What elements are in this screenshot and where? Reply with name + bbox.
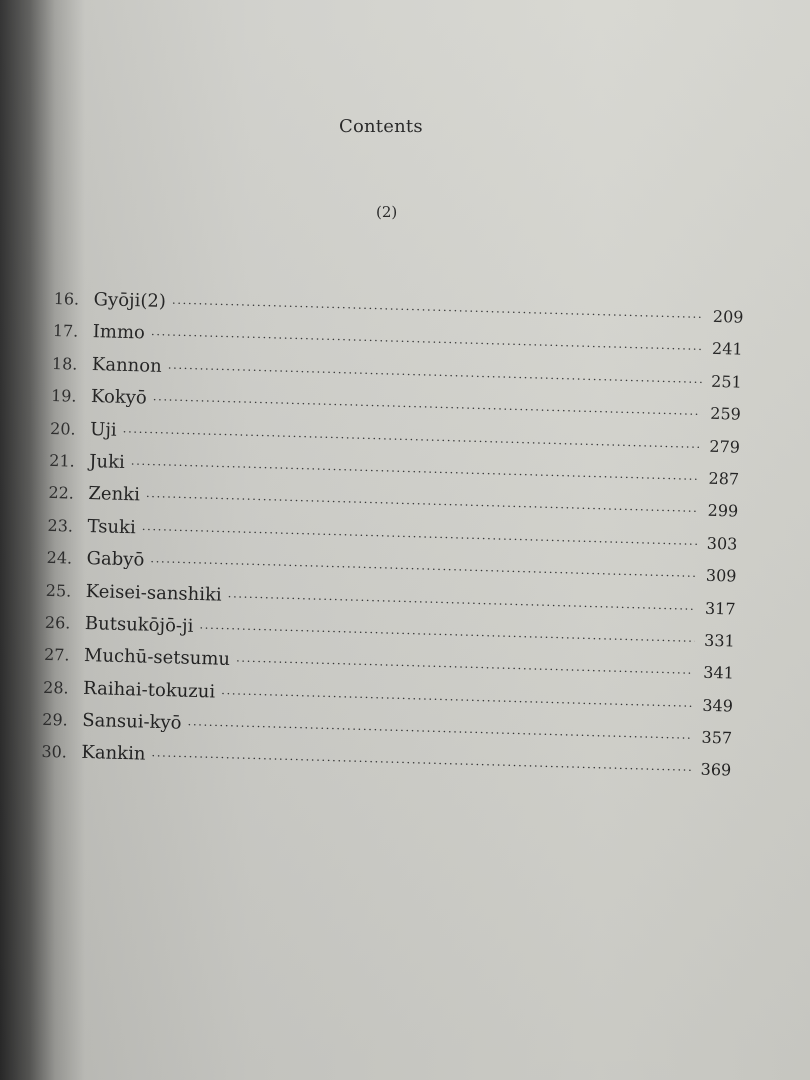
entry-page: 241 [711, 339, 743, 360]
entry-page: 331 [703, 630, 735, 651]
entry-title: Kankin [81, 742, 146, 766]
entry-title: Gabyō [86, 548, 145, 571]
entry-title: Gyōji(2) [93, 289, 167, 313]
entry-title: Zenki [88, 483, 141, 506]
entry-page: 209 [712, 306, 744, 327]
entry-number: 26. [44, 612, 71, 633]
entry-title: Sansui-kyō [82, 710, 182, 734]
entry-page: 317 [704, 598, 736, 619]
entry-page: 299 [707, 501, 739, 521]
entry-page: 279 [709, 436, 741, 457]
entry-number: 22. [48, 483, 75, 503]
entry-number: 17. [52, 321, 79, 342]
entry-page: 349 [702, 695, 734, 716]
entry-number: 18. [51, 353, 78, 374]
entry-number: 20. [49, 418, 76, 439]
entry-page: 341 [703, 663, 735, 683]
entry-title: Tsuki [87, 515, 137, 539]
table-of-contents: 16. Gyōji(2) 209 17. Immo 241 18. Kannon 251 19. K… [41, 288, 744, 792]
entry-number: 16. [53, 288, 80, 309]
entry-title: Immo [92, 321, 146, 344]
entry-title: Raihai-tokuzui [82, 677, 216, 703]
entry-number: 25. [45, 580, 72, 601]
entry-number: 29. [42, 709, 69, 730]
entry-page: 259 [710, 403, 742, 424]
entry-number: 30. [41, 742, 68, 762]
entry-page: 303 [706, 533, 738, 554]
entry-page: 357 [701, 727, 733, 748]
entry-title: Muchū-setsumu [83, 645, 231, 671]
entry-title: Juki [89, 450, 126, 473]
entry-number: 19. [50, 386, 77, 406]
entry-title: Keisei-sanshiki [85, 580, 222, 606]
entry-title: Butsukōjō-ji [84, 612, 194, 637]
volume-label: (2) [376, 203, 398, 221]
dot-leader [172, 296, 704, 324]
entry-title: Uji [89, 418, 117, 441]
entry-page: 287 [708, 468, 740, 489]
entry-number: 21. [49, 450, 76, 471]
entry-title: Kokyō [90, 386, 148, 409]
entry-number: 27. [43, 645, 70, 665]
entry-page: 309 [705, 565, 737, 586]
entry-number: 23. [47, 515, 74, 536]
page-title: Contents [339, 116, 423, 137]
entry-page: 251 [710, 371, 742, 392]
entry-page: 369 [700, 760, 732, 780]
entry-title: Kannon [91, 353, 163, 377]
entry-number: 24. [46, 548, 73, 568]
entry-number: 28. [42, 677, 69, 698]
